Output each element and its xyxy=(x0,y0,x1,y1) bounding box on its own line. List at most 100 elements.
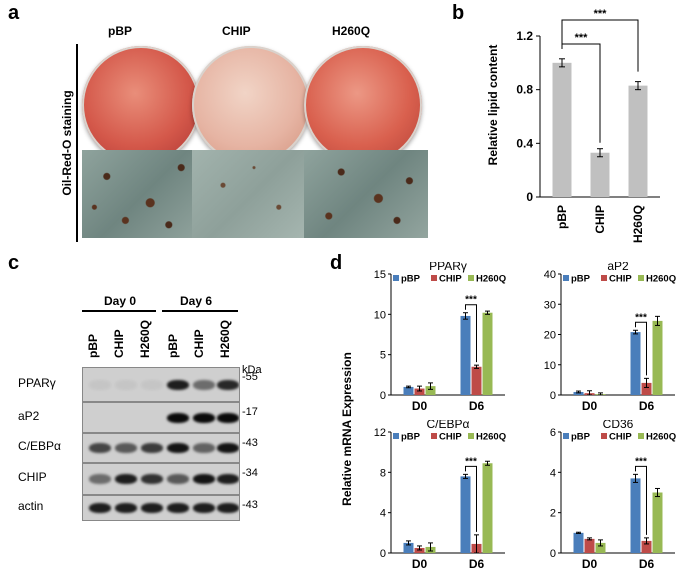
chart-ppar-bar-pbp-d6 xyxy=(460,315,471,395)
chart-d-ap2: aP2 pBP CHIP H260Q 0 10 20 30 40 D0 D6 *** xyxy=(544,262,676,413)
chart-ppar-bar-chip-d6 xyxy=(471,366,482,395)
chart-ppar-ytick-label: 15 xyxy=(374,269,386,281)
blot-band xyxy=(193,474,215,484)
chart-ppar-sig-bracket xyxy=(465,304,477,363)
chart-cd36-bar-chip-d0 xyxy=(584,538,595,553)
chart-cd36-legend-swatch xyxy=(601,433,607,439)
chart-ap2-ytick-label: 30 xyxy=(544,299,556,311)
chart-cebpa-ytick-label: 0 xyxy=(380,548,386,560)
chart-cd36-bar-pbp-d0 xyxy=(573,532,584,553)
chart-ap2-bar-pbp-d0 xyxy=(573,391,584,395)
chart-ppar-ytick-label: 0 xyxy=(380,390,386,402)
chart-ap2-xtick-label: D0 xyxy=(582,399,598,413)
blot-band xyxy=(115,379,137,390)
blot-band xyxy=(193,379,215,390)
chart-b-plot: 0 0.4 0.8 1.2 pBP CHIP H260Q *** *** xyxy=(516,8,660,243)
chart-d-ppar: PPARγ pBP CHIP H260Q 0 5 10 15 D0 D6 *** xyxy=(374,262,506,413)
panel-letter-b: b xyxy=(452,2,465,24)
chart-cebpa-ytick-label: 4 xyxy=(380,508,386,520)
lane-label-2: H260Q xyxy=(138,319,152,358)
blot-row-label: aP2 xyxy=(18,408,40,423)
blot-band xyxy=(141,379,163,390)
blot-row-label: CHIP xyxy=(18,470,47,484)
petri-dish-pbp xyxy=(82,46,200,164)
blot-band xyxy=(141,443,163,453)
blot-strip xyxy=(82,402,240,433)
day6-bracket xyxy=(162,310,238,312)
chart-ppar-ytick-label: 10 xyxy=(374,309,386,321)
chart-cd36-ytick-label: 2 xyxy=(550,508,556,520)
chart-cebpa-xtick-label: D0 xyxy=(412,557,428,571)
chart-ppar-sig-label: *** xyxy=(465,295,477,306)
chart-ap2-ytick-label: 0 xyxy=(550,390,556,402)
chart-ap2-title: aP2 xyxy=(607,262,629,273)
blot-strip xyxy=(82,495,240,521)
chart-cd36-ytick-label: 6 xyxy=(550,427,556,439)
chart-ap2-ytick-label: 20 xyxy=(544,330,556,342)
chart-cd36-ytick-label: 0 xyxy=(550,548,556,560)
chart-cebpa-ytick-label: 8 xyxy=(380,467,386,479)
chart-ap2-legend-swatch xyxy=(601,275,607,281)
chart-ppar-bar-pbp-d0 xyxy=(403,386,414,395)
chart-ap2-legend-label: CHIP xyxy=(609,274,632,285)
blot-band xyxy=(217,412,239,423)
chart-ap2-legend-label: H260Q xyxy=(646,274,676,285)
petri-dish-chip xyxy=(192,46,310,164)
chart-b-xtick-label: H260Q xyxy=(631,205,645,243)
blot-strip xyxy=(82,463,240,495)
chart-cd36-bar-h260q-d0 xyxy=(595,542,606,553)
chart-ppar-title: PPARγ xyxy=(429,262,467,273)
staining-bracket-line xyxy=(76,44,78,242)
chart-b: Relative lipid content 0 0.4 0.8 1.2 pBP CHIP… xyxy=(486,8,660,243)
lane-label-1: CHIP xyxy=(112,329,126,358)
blot-band xyxy=(217,503,239,513)
column-label-h260q: H260Q xyxy=(332,24,371,38)
chart-ap2-ytick-label: 40 xyxy=(544,269,556,281)
chart-cd36-bar-pbp-d6 xyxy=(630,478,641,553)
chart-cebpa-legend-swatch xyxy=(393,433,399,439)
staining-label: Oil-Red-O staining xyxy=(60,90,74,196)
chart-b-bar-h260q xyxy=(628,85,648,197)
lane-label-4: CHIP xyxy=(192,329,206,358)
panel-letter-a: a xyxy=(8,2,20,24)
chart-cd36-legend-swatch xyxy=(563,433,569,439)
panel-d-ylabel-container: Relative mRNA Expression xyxy=(339,300,355,560)
blot-row-label: actin xyxy=(18,499,44,513)
chart-b-sig-label: *** xyxy=(575,32,589,44)
chart-cebpa-legend-swatch xyxy=(468,433,474,439)
chart-ap2-legend-label: pBP xyxy=(571,274,591,285)
blot-band xyxy=(141,503,163,513)
chart-ppar-legend-swatch xyxy=(393,275,399,281)
chart-ap2-sig-label: *** xyxy=(635,312,647,323)
blot-band xyxy=(167,474,189,484)
chart-cd36-bar-chip-d6 xyxy=(641,540,652,553)
chart-ap2-bar-h260q-d6 xyxy=(652,320,663,395)
chart-ppar-ytick-label: 5 xyxy=(380,350,386,362)
chart-b-ytick-label: 0 xyxy=(526,190,533,204)
chart-b-ylabel: Relative lipid content xyxy=(486,45,500,166)
blot-band xyxy=(141,474,163,484)
chart-d-cebpa: C/EBPα pBP CHIP H260Q 0 4 8 12 D0 D6 *** xyxy=(374,420,506,571)
chart-ap2-bar-chip-d6 xyxy=(641,382,652,395)
chart-ap2-bar-pbp-d6 xyxy=(630,332,641,395)
blot-strip xyxy=(82,433,240,463)
chart-ppar-bar-h260q-d0 xyxy=(425,386,436,395)
petri-dish-h260q xyxy=(304,46,422,164)
blot-band xyxy=(193,443,215,453)
kda-marker: -43 xyxy=(242,499,258,511)
blot-band xyxy=(115,443,137,453)
chart-ap2-ytick-label: 10 xyxy=(544,360,556,372)
chart-ppar-xtick-label: D0 xyxy=(412,399,428,413)
blot-band xyxy=(115,503,137,513)
blot-band xyxy=(167,412,189,423)
chart-b-sig-bracket xyxy=(561,43,601,143)
micrograph-h260q xyxy=(304,150,428,238)
chart-cebpa-legend-label: H260Q xyxy=(476,432,506,443)
chart-cd36-legend-label: H260Q xyxy=(646,432,676,443)
blot-band xyxy=(193,412,215,423)
column-label-chip: CHIP xyxy=(222,24,251,38)
blot-band xyxy=(89,379,111,390)
chart-b-ytick-label: 0.8 xyxy=(516,83,533,97)
kda-marker: -55 xyxy=(242,371,258,383)
day-group-6: Day 6 xyxy=(180,294,213,308)
